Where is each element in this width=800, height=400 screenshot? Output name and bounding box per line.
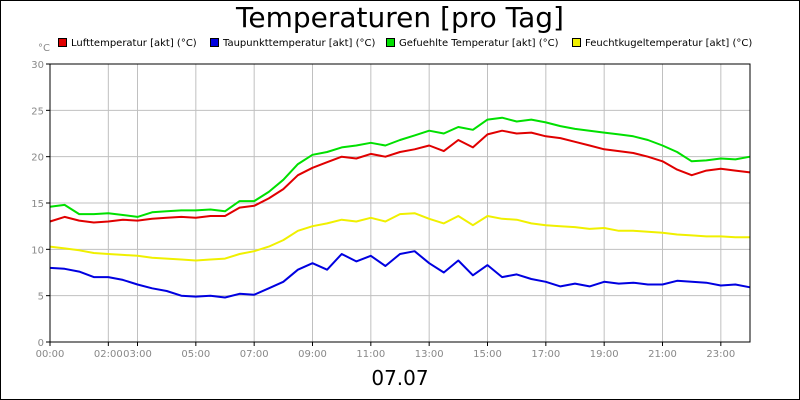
- x-tick-label: 11:00: [356, 349, 385, 360]
- y-axis-unit: °C: [38, 43, 50, 54]
- x-tick-label: 03:00: [123, 349, 152, 360]
- x-tick-label: 23:00: [706, 349, 735, 360]
- legend-item-gefuehlte-temperatur: Gefuehlte Temperatur [akt] (°C): [386, 37, 559, 49]
- y-tick-label: 15: [31, 199, 44, 210]
- legend-swatch-green: [386, 37, 395, 47]
- legend-label: Feuchtkugeltemperatur [akt] (°C): [585, 38, 753, 49]
- x-axis: 00:00 02:00 03:00 05:00 07:00 09:00 11:00 13:00…: [36, 342, 735, 360]
- legend-label: Lufttemperatur [akt] (°C): [71, 38, 197, 49]
- x-tick-label: 09:00: [298, 349, 327, 360]
- series-line-0: [49, 129, 751, 224]
- legend-label: Gefuehlte Temperatur [akt] (°C): [399, 38, 559, 49]
- x-tick-label: 02:00: [94, 349, 123, 360]
- series-line-3: [49, 212, 750, 262]
- x-tick-label: 19:00: [590, 349, 619, 360]
- y-tick-label: 20: [31, 153, 44, 164]
- plot-area: [49, 63, 751, 343]
- y-tick-label: 10: [31, 245, 44, 256]
- x-tick-label: 15:00: [473, 349, 502, 360]
- x-tick-label: 21:00: [648, 349, 677, 360]
- y-tick-label: 0: [38, 338, 44, 349]
- legend-label: Taupunkttemperatur [akt] (°C): [223, 38, 376, 49]
- x-tick-label: 13:00: [415, 349, 444, 360]
- legend-item-feuchtkugeltemperatur: Feuchtkugeltemperatur [akt] (°C): [572, 37, 753, 49]
- date-label: 07.07: [371, 366, 429, 390]
- grid: [49, 63, 750, 343]
- x-tick-label: 07:00: [240, 349, 269, 360]
- y-axis: 0 5 10 15 20 25 30: [31, 60, 50, 349]
- y-tick-label: 30: [31, 60, 44, 71]
- legend-swatch-yellow: [572, 37, 581, 47]
- x-tick-label: 17:00: [531, 349, 560, 360]
- series-line-2: [49, 116, 751, 218]
- legend-item-lufttemperatur: Lufttemperatur [akt] (°C): [58, 37, 197, 49]
- y-tick-label: 5: [38, 292, 44, 303]
- x-tick-label: 00:00: [36, 349, 65, 360]
- legend-item-taupunkttemperatur: Taupunkttemperatur [akt] (°C): [210, 37, 376, 49]
- x-tick-label: 05:00: [181, 349, 210, 360]
- series-lines: [49, 116, 751, 299]
- legend-swatch-red: [58, 37, 67, 47]
- legend-swatch-blue: [210, 37, 219, 47]
- chart-title: Temperaturen [pro Tag]: [236, 1, 564, 34]
- y-tick-label: 25: [31, 106, 44, 117]
- series-line-1: [49, 250, 751, 299]
